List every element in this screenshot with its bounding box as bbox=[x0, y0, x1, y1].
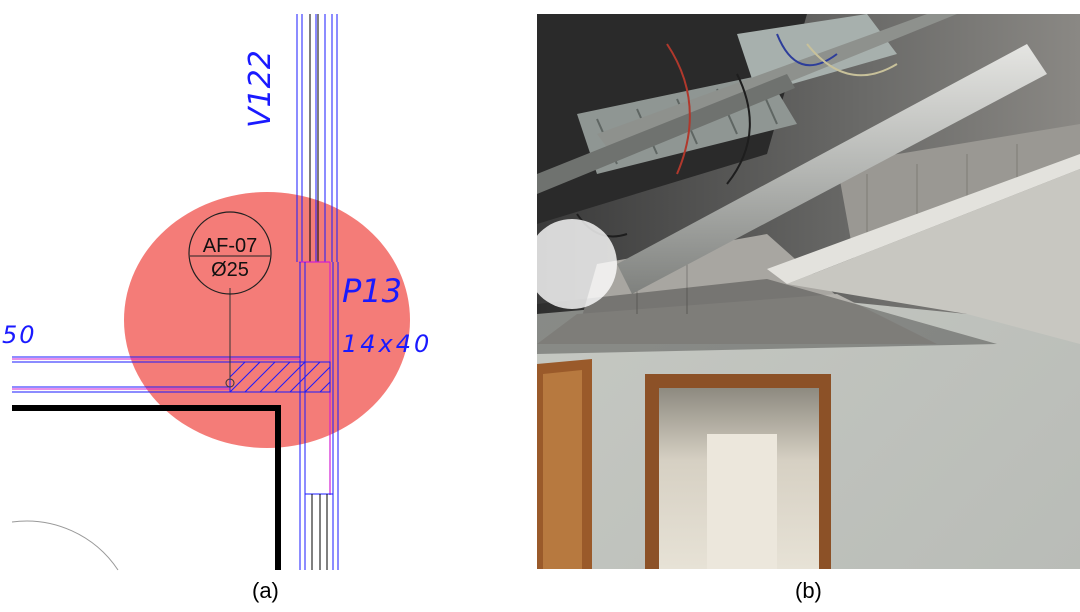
leader-end-circle bbox=[225, 378, 235, 388]
tag-circle bbox=[188, 211, 272, 295]
ceiling-tile-edge bbox=[767, 154, 1080, 284]
beam-lines-magenta bbox=[12, 358, 300, 390]
pillar-lines bbox=[299, 262, 339, 570]
cad-drawing-panel: AF-07 Ø25 V122 P13 14x40 50 bbox=[0, 0, 530, 575]
wall-outline bbox=[12, 405, 281, 570]
beam-label: V122 bbox=[243, 50, 278, 128]
center-doorway bbox=[645, 374, 831, 569]
beam-lines-vertical bbox=[296, 14, 338, 262]
left-door bbox=[537, 359, 592, 569]
light-glare bbox=[537, 219, 617, 309]
caption-a: (a) bbox=[252, 578, 279, 603]
symbol-diameter: Ø25 bbox=[211, 259, 249, 281]
hatched-section bbox=[229, 361, 331, 393]
symbol-tag: AF-07 bbox=[203, 235, 257, 257]
partial-dimension: 50 bbox=[2, 321, 37, 349]
pipes bbox=[537, 14, 1047, 294]
ceiling-gap bbox=[537, 279, 997, 354]
pillar-black-lines bbox=[311, 494, 328, 570]
pillar-size: 14x40 bbox=[342, 330, 432, 358]
pillar-label: P13 bbox=[342, 272, 402, 310]
door-arc bbox=[11, 520, 119, 571]
caption-b: (b) bbox=[795, 578, 822, 603]
ceiling-photo bbox=[537, 14, 1080, 569]
beam-lines-black bbox=[309, 14, 319, 262]
ceiling-tile bbox=[787, 169, 1080, 344]
ceiling-photo-drawing bbox=[537, 14, 1080, 569]
cad-drawing: AF-07 Ø25 V122 P13 14x40 50 bbox=[2, 14, 432, 571]
